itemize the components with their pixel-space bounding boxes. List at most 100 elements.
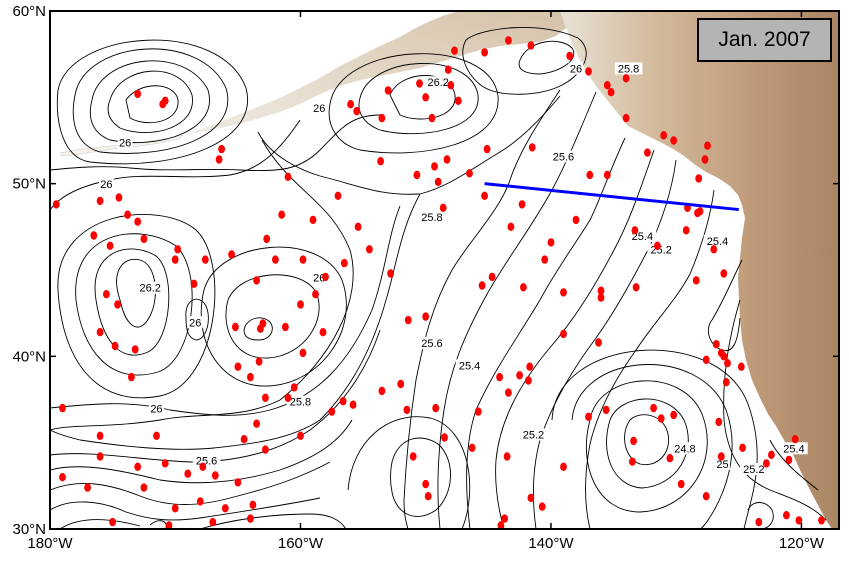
float-position-dot <box>247 514 254 523</box>
contour-line <box>466 137 626 529</box>
contour-line <box>50 119 301 211</box>
float-positions <box>52 36 825 529</box>
contour-label-background <box>418 336 446 349</box>
float-position-dot <box>597 286 605 295</box>
float-position-dot <box>96 328 104 337</box>
float-position-dot <box>607 88 615 97</box>
contour-line <box>50 419 353 484</box>
float-position-dot <box>319 328 327 337</box>
float-position-dot <box>278 210 286 219</box>
float-position-dot <box>702 355 710 364</box>
contour-line <box>125 85 179 124</box>
float-position-dot <box>505 36 512 45</box>
float-position-dot <box>657 414 665 423</box>
contour-line <box>243 317 273 341</box>
float-position-dot <box>59 473 66 482</box>
float-position-dot <box>262 393 269 402</box>
contour-line <box>50 497 321 521</box>
float-position-dot <box>724 359 731 368</box>
float-position-dot <box>134 462 142 471</box>
float-position-dot <box>768 450 775 459</box>
float-position-dot <box>253 276 260 285</box>
float-position-dot <box>670 410 678 420</box>
contour-label: 25.2 <box>650 245 671 257</box>
float-position-dot <box>434 177 442 187</box>
float-position-dot <box>468 443 476 452</box>
map-frame <box>49 10 840 530</box>
float-position-dot <box>215 155 223 164</box>
float-position-dot <box>115 193 123 202</box>
float-position-dot <box>165 521 173 529</box>
float-position-dot <box>140 234 148 244</box>
float-position-dot <box>339 397 347 406</box>
float-position-dot <box>114 300 121 309</box>
float-position-dot <box>682 226 690 235</box>
lat-tick-label: 60°N <box>12 3 46 20</box>
float-position-dot <box>488 272 496 282</box>
float-position-dot <box>284 172 292 181</box>
contour-line <box>708 259 743 352</box>
contour-line <box>532 159 677 529</box>
float-position-dot <box>677 479 685 489</box>
date-label: Jan. 2007 <box>697 18 832 62</box>
contour-label: 25.2 <box>523 429 544 441</box>
float-position-dot <box>124 210 131 219</box>
float-position-dot <box>397 379 405 389</box>
float-position-dot <box>322 272 329 282</box>
float-position-dot <box>785 455 793 465</box>
float-position-dot <box>632 283 640 292</box>
float-position-dot <box>196 497 204 506</box>
float-position-dot <box>696 207 704 216</box>
contour-line <box>390 437 451 517</box>
float-position-dot <box>483 144 491 154</box>
float-position-dot <box>560 462 567 471</box>
float-position-dot <box>585 412 592 421</box>
contour-line <box>551 349 758 529</box>
float-position-dot <box>454 96 462 106</box>
contour-label-background <box>149 402 164 415</box>
contour-line <box>328 53 499 154</box>
float-position-dot <box>597 293 605 302</box>
alaska-peninsula-landmass <box>183 11 566 135</box>
float-position-dot <box>161 459 169 468</box>
float-position-dot <box>354 222 362 231</box>
contour-line <box>437 91 597 529</box>
float-position-dot <box>234 478 242 487</box>
float-position-dot <box>451 46 458 55</box>
float-position-dot <box>603 170 611 180</box>
contour-label: 25 <box>716 459 728 471</box>
float-position-dot <box>131 345 139 354</box>
float-position-dot <box>516 371 523 380</box>
contour-line <box>257 95 561 195</box>
float-position-dot <box>409 452 417 461</box>
contour-label: 26 <box>150 404 162 416</box>
contour-label: 25.2 <box>743 464 764 476</box>
float-position-dot <box>630 436 637 446</box>
float-position-dot <box>654 241 661 250</box>
contour-label-background <box>715 457 730 470</box>
contour-line <box>518 40 575 75</box>
float-position-dot <box>503 452 511 461</box>
lon-tick-label: 120°W <box>779 535 825 552</box>
float-position-dot <box>96 431 104 440</box>
float-position-dot <box>560 288 567 297</box>
contour-line <box>59 519 141 529</box>
contour-line <box>50 193 421 450</box>
float-position-dot <box>387 269 394 278</box>
float-position-dot <box>444 65 452 74</box>
contour-label: 26.2 <box>428 77 449 89</box>
lon-tick-label: 160°W <box>278 535 324 552</box>
contour-line <box>75 233 193 376</box>
float-position-dot <box>228 250 236 259</box>
contour-line <box>50 461 331 505</box>
float-position-dot <box>818 516 825 525</box>
float-position-dot <box>340 258 348 268</box>
float-position-dot <box>595 338 602 347</box>
float-position-dot <box>297 431 304 440</box>
float-position-dot <box>481 48 488 57</box>
float-position-dot <box>199 462 207 471</box>
float-position-dot <box>106 241 114 250</box>
float-position-dot <box>422 479 430 489</box>
float-position-dot <box>432 403 440 413</box>
